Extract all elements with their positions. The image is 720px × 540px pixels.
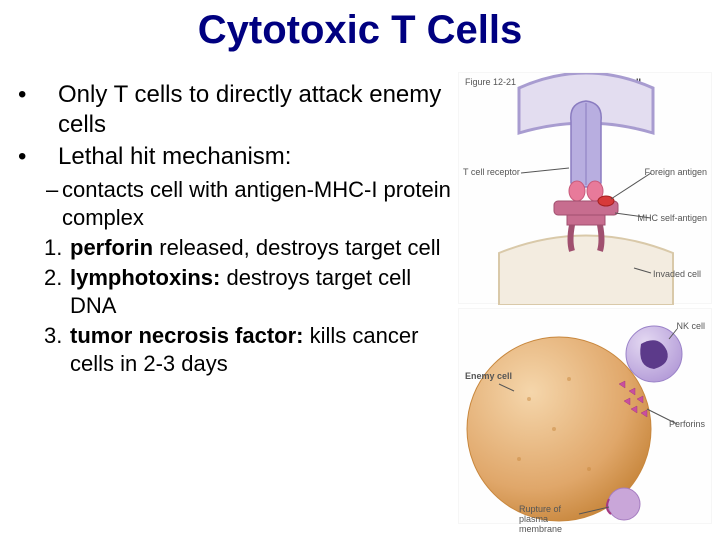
num-text: tumor necrosis factor: kills cancer cell…	[70, 322, 458, 378]
bullet-mark: •	[18, 142, 58, 172]
bullet-mark: •	[18, 80, 58, 110]
subbullet: – contacts cell with antigen-MHC-I prote…	[18, 176, 458, 232]
figure-t-cell: Figure 12-21 Cytotoxic T cell	[458, 72, 712, 304]
foreign-antigen-label: Foreign antigen	[644, 167, 707, 177]
rest-text: released, destroys target cell	[153, 235, 440, 260]
page-title: Cytotoxic T Cells	[0, 0, 720, 61]
tcr-label: T cell receptor	[463, 167, 520, 177]
sub-text: contacts cell with antigen-MHC-I protein…	[62, 176, 458, 232]
perforins-label: Perforins	[669, 419, 705, 429]
num-mark: 3.	[18, 322, 70, 350]
bullet-text: Lethal hit mechanism:	[58, 142, 291, 172]
bullet-2: • Lethal hit mechanism:	[18, 142, 458, 172]
num-text: perforin released, destroys target cell	[70, 234, 441, 262]
num-mark: 1.	[18, 234, 70, 262]
content-block: • Only T cells to directly attack enemy …	[18, 80, 458, 378]
sub-mark: –	[18, 176, 62, 204]
bullet-1: • Only T cells to directly attack enemy …	[18, 80, 458, 140]
figure-nk-cell: NK cell Enemy cell Perforins Rupture of …	[458, 308, 712, 524]
bold-term: tumor necrosis factor:	[70, 323, 304, 348]
bullet-text: Only T cells to directly attack enemy ce…	[58, 80, 458, 140]
enemy-cell-label: Enemy cell	[465, 371, 512, 381]
numbered-3: 3. tumor necrosis factor: kills cancer c…	[18, 322, 458, 378]
mhc-label: MHC self-antigen	[637, 213, 707, 223]
bold-term: perforin	[70, 235, 153, 260]
numbered-2: 2. lymphotoxins: destroys target cell DN…	[18, 264, 458, 320]
nk-cell-label: NK cell	[676, 321, 705, 331]
numbered-1: 1. perforin released, destroys target ce…	[18, 234, 458, 262]
nk-diagram-svg	[459, 309, 713, 525]
num-text: lymphotoxins: destroys target cell DNA	[70, 264, 458, 320]
bold-term: lymphotoxins:	[70, 265, 220, 290]
figure-area: Figure 12-21 Cytotoxic T cell	[458, 72, 712, 527]
num-mark: 2.	[18, 264, 70, 292]
invaded-cell-label: Invaded cell	[653, 269, 701, 279]
rupture-label: Rupture of plasma membrane	[519, 505, 579, 535]
